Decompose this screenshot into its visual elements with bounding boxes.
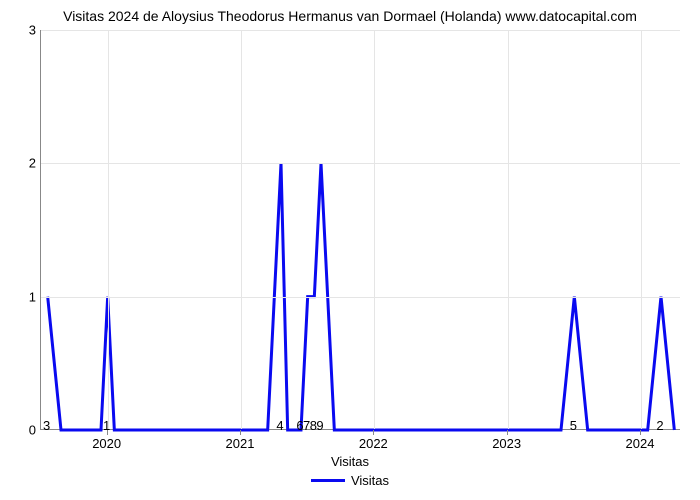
data-point-label: 2: [656, 418, 663, 433]
x-tick-year: 2024: [626, 436, 655, 451]
x-tick-mark: [373, 430, 374, 435]
x-tick-year: 2021: [226, 436, 255, 451]
visits-chart: Visitas 2024 de Aloysius Theodorus Herma…: [0, 0, 700, 500]
gridline-v: [108, 30, 109, 429]
data-point-label: 1: [103, 418, 110, 433]
x-axis-label: Visitas: [0, 454, 700, 469]
data-point-label: 5: [570, 418, 577, 433]
x-tick-mark: [507, 430, 508, 435]
data-point-label: 9: [316, 418, 323, 433]
gridline-h: [41, 30, 680, 31]
gridline-v: [374, 30, 375, 429]
x-tick-year: 2020: [92, 436, 121, 451]
line-series: [41, 30, 681, 430]
plot-area: [40, 30, 680, 430]
x-tick-year: 2023: [492, 436, 521, 451]
legend-swatch: [311, 479, 345, 482]
gridline-h: [41, 163, 680, 164]
y-tick-label: 3: [18, 23, 36, 38]
y-tick-label: 0: [18, 423, 36, 438]
legend: Visitas: [0, 472, 700, 488]
gridline-v: [241, 30, 242, 429]
chart-title: Visitas 2024 de Aloysius Theodorus Herma…: [0, 8, 700, 24]
gridline-h: [41, 297, 680, 298]
y-tick-label: 2: [18, 156, 36, 171]
data-point-label: 4: [276, 418, 283, 433]
x-tick-mark: [240, 430, 241, 435]
legend-label: Visitas: [351, 473, 389, 488]
data-point-label: 3: [43, 418, 50, 433]
y-tick-label: 1: [18, 289, 36, 304]
x-tick-year: 2022: [359, 436, 388, 451]
gridline-v: [641, 30, 642, 429]
gridline-v: [508, 30, 509, 429]
x-tick-mark: [640, 430, 641, 435]
